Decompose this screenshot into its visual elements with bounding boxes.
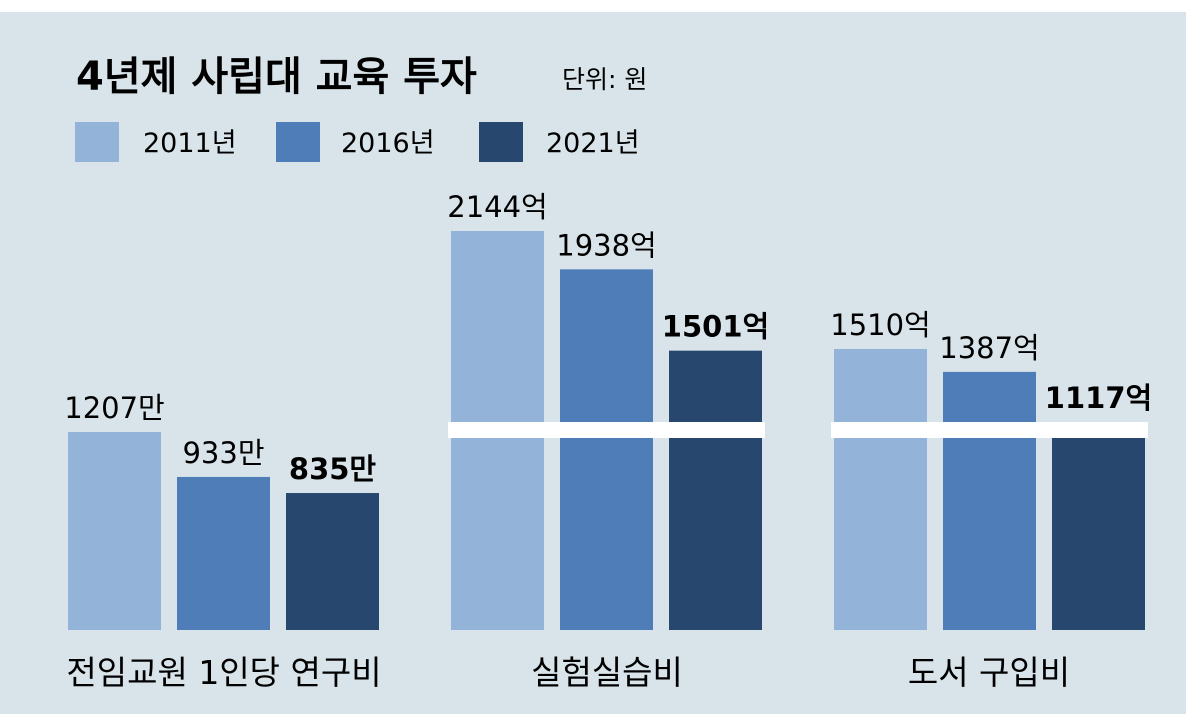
- bars-layer: [68, 231, 1148, 630]
- legend-swatch-2011: [75, 122, 119, 162]
- axis-break-lab: [448, 422, 765, 438]
- category-label-books: 도서 구입비: [908, 653, 1070, 692]
- bar-books-2021년: [1052, 422, 1145, 630]
- bar-research-2016년: [177, 476, 270, 630]
- value-label-research-2016년: 933만: [182, 436, 264, 470]
- chart-title: 4년제 사립대 교육 투자: [76, 54, 477, 100]
- legend-label-2021: 2021년: [546, 128, 640, 159]
- bar-research-2021년: [286, 493, 379, 630]
- category-label-lab: 실험실습비: [531, 653, 683, 692]
- category-label-research: 전임교원 1인당 연구비: [66, 653, 381, 692]
- legend-swatch-2021: [479, 122, 523, 162]
- unit-label: 단위: 원: [562, 65, 647, 94]
- right-white-strip: [1186, 0, 1200, 725]
- legend-label-2016: 2016년: [341, 128, 435, 159]
- legend: 2011년 2016년 2021년: [75, 122, 640, 162]
- legend-swatch-2016: [276, 122, 320, 162]
- value-labels-layer: 1207만 933만 835만 2144억 1938억 1501억 1510억 1387억11…: [64, 190, 1152, 486]
- value-label-lab-2011년: 2144억: [447, 190, 547, 224]
- bar-research-2011년: [68, 432, 161, 630]
- bar-lab-2021년: [669, 350, 762, 630]
- legend-label-2011: 2011년: [143, 128, 237, 159]
- top-white-strip: [0, 0, 1200, 12]
- bottom-white-strip: [0, 714, 1200, 725]
- value-label-research-2021년: 835만: [289, 452, 377, 486]
- value-label-research-2011년: 1207만: [64, 391, 164, 425]
- value-label-books-2016년: 1387억: [939, 331, 1039, 365]
- value-label-lab-2021년: 1501억: [662, 310, 769, 344]
- bar-books-2016년: [943, 371, 1036, 630]
- value-label-lab-2016년: 1938억: [556, 228, 656, 262]
- value-label-books-2011년: 1510억: [830, 308, 930, 342]
- bar-books-2011년: [834, 348, 927, 630]
- value-label-books-2021년: 1117억: [1045, 381, 1152, 415]
- axis-break-books: [831, 422, 1148, 438]
- bar-lab-2016년: [560, 269, 653, 630]
